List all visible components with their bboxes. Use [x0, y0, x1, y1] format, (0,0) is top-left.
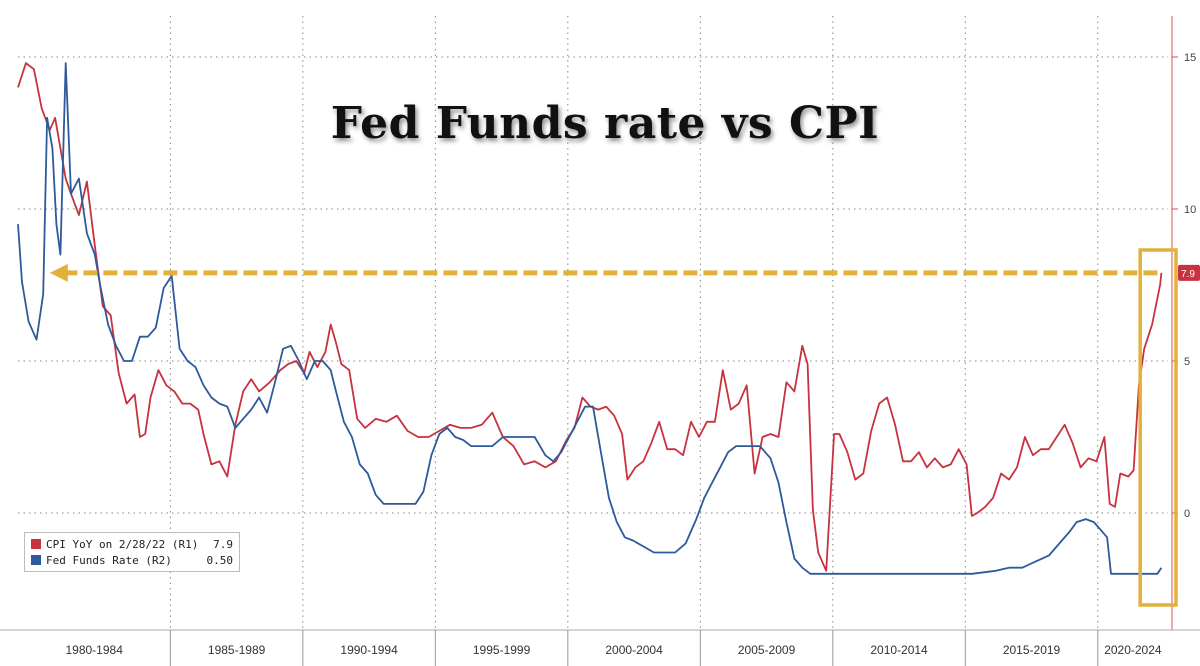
x-tick-label: 2010-2014	[870, 643, 928, 657]
highlight-box	[1138, 248, 1178, 607]
x-tick-label: 1990-1994	[340, 643, 398, 657]
axes: 0 5 10 15 1980-1984 1985-1989 1990-1994 1995-19…	[0, 16, 1200, 666]
cpi-last-value-text: 7.9	[1181, 269, 1195, 280]
y-tick-label: 5	[1184, 356, 1190, 368]
cpi-swatch	[31, 539, 41, 549]
fed-funds-line	[17, 62, 1163, 575]
x-tick-label: 2000-2004	[605, 643, 663, 657]
x-tick-label: 2015-2019	[1003, 643, 1061, 657]
x-tick-label: 1985-1989	[208, 643, 266, 657]
x-tick-label: 2005-2009	[738, 643, 796, 657]
y-tick-label: 10	[1184, 204, 1196, 216]
y-tick-label: 0	[1184, 508, 1190, 520]
legend-fed-name: Fed Funds Rate (R2)	[46, 553, 172, 567]
cpi-line	[17, 62, 1163, 572]
y-tick-label: 15	[1184, 52, 1196, 64]
x-tick-label: 1995-1999	[473, 643, 531, 657]
cpi-last-value-tag	[1178, 264, 1200, 281]
legend-cpi-value: 7.9	[213, 537, 233, 551]
legend-cpi-name: CPI YoY on 2/28/22 (R1)	[46, 537, 199, 551]
annotations: 7.9	[49, 248, 1200, 607]
x-tick-label: 2020-2024	[1104, 643, 1162, 657]
legend-entry-fed-funds: Fed Funds Rate (R2) 0.50	[31, 552, 233, 568]
chart-title: Fed Funds rate vs CPI	[330, 98, 880, 149]
x-tick-label: 1980-1984	[65, 643, 123, 657]
fed-funds-swatch	[31, 555, 41, 565]
comparison-arrow-head	[49, 263, 68, 282]
legend: CPI YoY on 2/28/22 (R1) 7.9 Fed Funds Ra…	[24, 532, 240, 572]
series-lines	[17, 62, 1163, 575]
legend-entry-cpi: CPI YoY on 2/28/22 (R1) 7.9	[31, 536, 233, 552]
legend-fed-value: 0.50	[206, 553, 234, 567]
